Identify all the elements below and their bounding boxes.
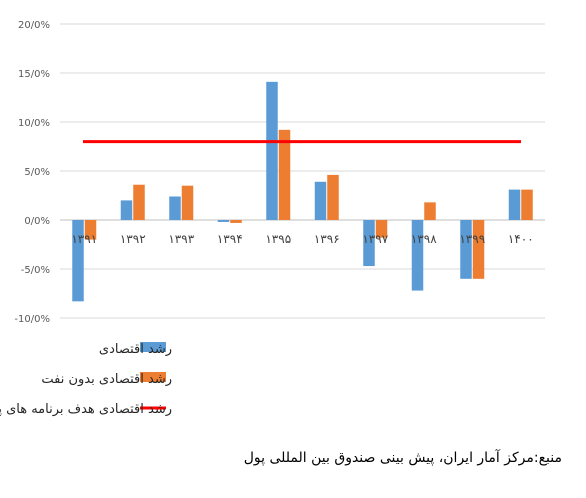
y-tick-label: 20/0% [18, 20, 50, 31]
bar-economic-growth [72, 220, 84, 302]
y-tick-label: 5/0% [24, 167, 50, 178]
bar-non-oil-growth [375, 220, 388, 238]
bar-economic-growth [217, 220, 230, 222]
bar-non-oil-growth [230, 220, 242, 223]
bar-economic-growth [411, 220, 424, 291]
bar-non-oil-growth [84, 220, 97, 240]
y-tick-label: 10/0% [18, 118, 50, 129]
bar-economic-growth [314, 181, 327, 220]
y-axis-ticks: -10/0% -5/0% 0/0% 5/0% 10/0% 15/0% 20/0% [14, 20, 50, 325]
x-tick-label: ۱۳۹۳ [168, 232, 194, 246]
x-tick-label: ۱۳۹۶ [314, 232, 340, 246]
bar-economic-growth [120, 200, 133, 220]
y-tick-label: -5/0% [21, 265, 50, 276]
y-tick-label: -10/0% [14, 314, 50, 325]
legend-economic-growth-label: رشد اقتصادی [99, 342, 172, 357]
bar-economic-growth [266, 81, 278, 220]
bar-economic-growth [169, 196, 181, 220]
legend-economic-growth-swatch [140, 342, 166, 352]
bar-economic-growth [363, 220, 375, 267]
bar-non-oil-growth [278, 129, 291, 220]
gridlines [60, 23, 545, 319]
bar-non-oil-growth [181, 185, 194, 220]
x-tick-label: ۱۳۹۴ [217, 232, 243, 246]
bar-non-oil-growth [521, 189, 533, 220]
x-tick-label: ۱۳۹۹ [459, 232, 485, 246]
bar-non-oil-growth [472, 220, 485, 279]
y-tick-label: 15/0% [18, 69, 50, 80]
x-tick-label: ۱۳۹۸ [411, 232, 437, 246]
x-axis-ticks: ۱۳۹۱ ۱۳۹۲ ۱۳۹۳ ۱۳۹۴ ۱۳۹۵ ۱۳۹۶ ۱۳۹۷ ۱۳۹۸ ۱۳۹۹ ۱۴۰۰ [71, 232, 534, 246]
bar-economic-growth [508, 189, 521, 220]
y-tick-label: 0/0% [24, 216, 50, 227]
source-note: منبع:مرکز آمار ایران، پیش بینی صندوق بین… [243, 450, 562, 466]
legend-target-line-label: رشد اقتصادی هدف برنامه های پنجم و ششم [0, 402, 172, 417]
x-tick-label: ۱۳۹۱ [71, 232, 97, 246]
bar-economic-growth [460, 220, 472, 279]
legend-non-oil-growth-label: رشد اقتصادی بدون نفت [41, 372, 172, 387]
x-tick-label: ۱۳۹۵ [265, 232, 291, 246]
legend: رشد اقتصادی رشد اقتصادی بدون نفت رشد اقتصا… [0, 342, 172, 417]
x-tick-label: ۱۴۰۰ [508, 232, 534, 246]
x-tick-label: ۱۳۹۲ [120, 232, 146, 246]
x-tick-label: ۱۳۹۷ [362, 232, 388, 246]
bars [72, 81, 533, 302]
bar-non-oil-growth [133, 184, 145, 220]
bar-non-oil-growth [327, 174, 339, 220]
legend-non-oil-growth-swatch [140, 372, 166, 382]
bar-non-oil-growth [424, 202, 436, 220]
